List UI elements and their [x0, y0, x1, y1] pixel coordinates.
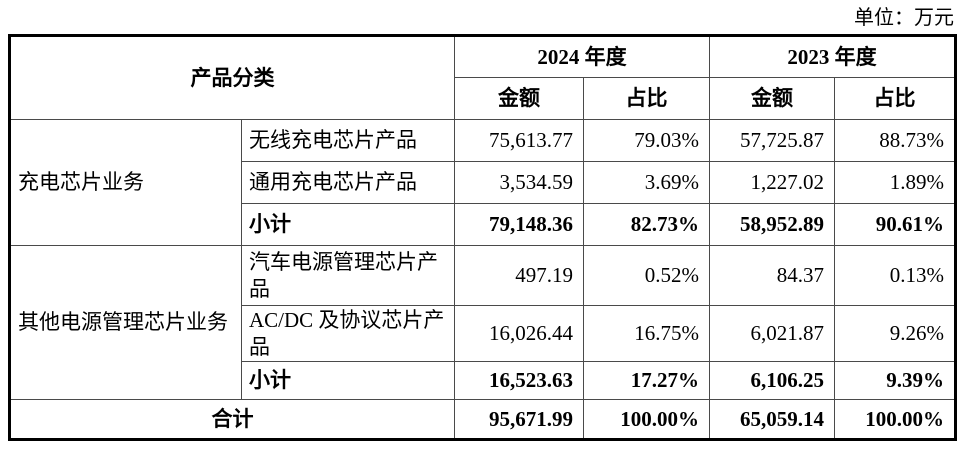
header-year-2023: 2023 年度: [709, 35, 956, 78]
amount-2023-cell: 58,952.89: [709, 203, 835, 246]
ratio-2023-cell: 88.73%: [834, 119, 956, 162]
amount-2024-cell: 95,671.99: [454, 399, 584, 440]
header-product-category: 产品分类: [9, 35, 455, 120]
subtotal-label: 小计: [241, 361, 455, 400]
ratio-2024-cell: 16.75%: [583, 305, 710, 362]
row-label: 汽车电源管理芯片产品: [241, 245, 455, 306]
amount-2023-cell: 6,021.87: [709, 305, 835, 362]
ratio-2023-cell: 90.61%: [834, 203, 956, 246]
row-label: AC/DC 及协议芯片产品: [241, 305, 455, 362]
row-label: 通用充电芯片产品: [241, 161, 455, 204]
table-row: AC/DC 及协议芯片产品 16,026.44 16.75% 6,021.87 …: [10, 305, 956, 362]
header-year-2024: 2024 年度: [454, 35, 710, 78]
subtotal-row: 小计 16,523.63 17.27% 6,106.25 9.39%: [10, 361, 956, 400]
table-row: 其他电源管理芯片业务 汽车电源管理芯片产品 497.19 0.52% 84.37…: [9, 245, 956, 400]
ratio-2023-cell: 9.39%: [834, 361, 956, 400]
total-label: 合计: [9, 399, 455, 440]
amount-2024-cell: 75,613.77: [454, 119, 584, 162]
header-row-years: 产品分类 2024 年度 2023 年度: [9, 35, 956, 120]
ratio-2023-cell: 9.26%: [834, 305, 956, 362]
amount-2024-cell: 16,523.63: [454, 361, 584, 400]
ratio-2024-cell: 17.27%: [583, 361, 710, 400]
ratio-2023-cell: 100.00%: [834, 399, 956, 440]
ratio-2024-cell: 82.73%: [583, 203, 710, 246]
header-ratio-2023: 占比: [834, 77, 956, 120]
table-row: 通用充电芯片产品 3,534.59 3.69% 1,227.02 1.89%: [10, 161, 956, 204]
ratio-2023-cell: 0.13%: [834, 245, 956, 306]
amount-2023-cell: 6,106.25: [709, 361, 835, 400]
amount-2024-cell: 79,148.36: [454, 203, 584, 246]
amount-2023-cell: 57,725.87: [709, 119, 835, 162]
ratio-2024-cell: 0.52%: [583, 245, 710, 306]
header-ratio-2024: 占比: [583, 77, 710, 120]
subtotal-row: 小计 79,148.36 82.73% 58,952.89 90.61%: [10, 203, 956, 246]
total-row: 合计 95,671.99 100.00% 65,059.14 100.00%: [9, 399, 956, 440]
group-name-other-power-mgmt: 其他电源管理芯片业务: [9, 245, 242, 400]
revenue-breakdown-table: 产品分类 2024 年度 2023 年度 金额 占比 金额 占比 充电芯片业务 …: [8, 34, 957, 441]
amount-2023-cell: 84.37: [709, 245, 835, 306]
amount-2023-cell: 1,227.02: [709, 161, 835, 204]
row-label: 无线充电芯片产品: [241, 119, 455, 162]
amount-2024-cell: 16,026.44: [454, 305, 584, 362]
subtotal-label: 小计: [241, 203, 455, 246]
table-row: 充电芯片业务 无线充电芯片产品 75,613.77 79.03% 57,725.…: [9, 119, 956, 246]
amount-2023-cell: 65,059.14: [709, 399, 835, 440]
header-amount-2023: 金额: [709, 77, 835, 120]
amount-2024-cell: 3,534.59: [454, 161, 584, 204]
unit-label: 单位：万元: [854, 7, 954, 29]
ratio-2024-cell: 3.69%: [583, 161, 710, 204]
ratio-2024-cell: 79.03%: [583, 119, 710, 162]
ratio-2024-cell: 100.00%: [583, 399, 710, 440]
ratio-2023-cell: 1.89%: [834, 161, 956, 204]
header-amount-2024: 金额: [454, 77, 584, 120]
amount-2024-cell: 497.19: [454, 245, 584, 306]
group-name-charging-chip: 充电芯片业务: [9, 119, 242, 246]
